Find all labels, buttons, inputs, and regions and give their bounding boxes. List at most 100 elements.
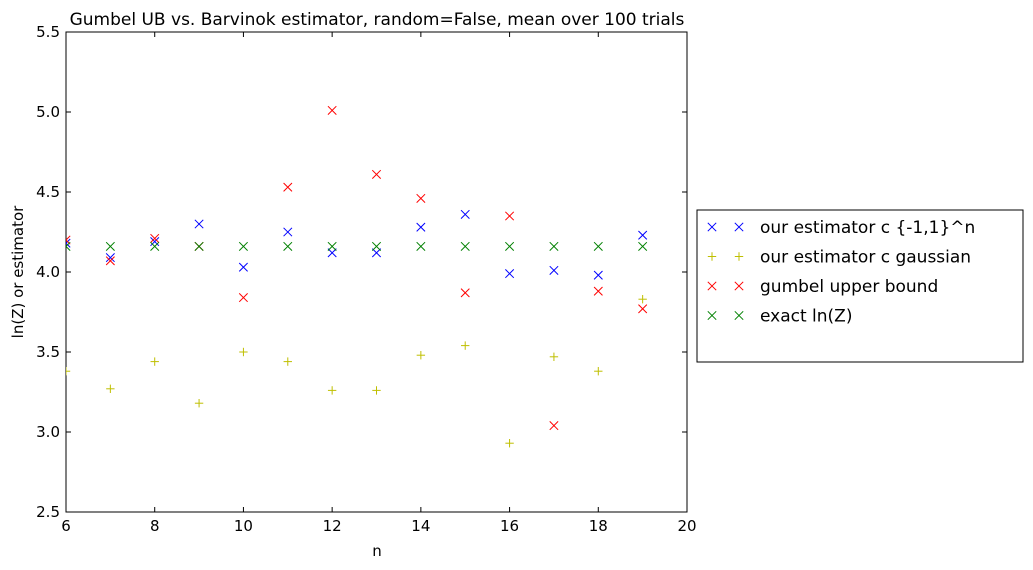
marker-stroke [238, 293, 248, 303]
marker-stroke [66, 242, 71, 248]
data-point-series-4 [327, 241, 337, 251]
marker-stroke [460, 209, 470, 219]
legend-label: exact ln(Z) [760, 307, 852, 327]
data-point-series-2 [638, 295, 647, 304]
marker-stroke [416, 222, 426, 232]
data-point-series-4 [460, 241, 470, 251]
marker-stroke [460, 241, 470, 251]
legend-box [696, 209, 1024, 363]
marker-stroke [593, 241, 603, 251]
marker-stroke [638, 304, 648, 314]
marker-stroke [194, 241, 204, 251]
data-point-series-2 [106, 384, 115, 393]
marker-stroke [638, 241, 648, 251]
data-point-series-3 [105, 256, 115, 266]
marker-stroke [283, 182, 293, 192]
y-tick-label: 3.5 [36, 343, 60, 361]
x-tick-label: 18 [589, 517, 608, 535]
y-tick-label: 4.0 [36, 263, 60, 281]
data-point-series-3 [327, 105, 337, 115]
data-point-series-1 [150, 237, 160, 247]
x-tick-label: 16 [500, 517, 519, 535]
x-tick-label: 14 [411, 517, 430, 535]
marker-stroke [150, 233, 160, 243]
data-point-series-1 [638, 230, 648, 240]
data-point-series-4 [105, 241, 115, 251]
data-point-series-1 [371, 248, 382, 258]
marker-stroke [371, 241, 382, 251]
y-tick-label: 4.5 [36, 183, 60, 201]
data-point-series-2 [327, 386, 337, 395]
data-point-series-2 [239, 347, 248, 357]
marker-stroke [707, 310, 717, 321]
marker-stroke [194, 219, 204, 229]
data-point-series-4 [150, 241, 160, 251]
marker-stroke [105, 253, 115, 263]
data-point-series-4 [505, 241, 515, 251]
data-point-series-2 [549, 352, 559, 361]
data-point-series-3 [150, 233, 160, 243]
data-point-series-4 [549, 241, 559, 251]
data-point-series-4 [593, 241, 603, 251]
marker-stroke [66, 235, 71, 241]
legend-marker [734, 222, 744, 232]
marker-stroke [66, 245, 71, 251]
data-point-series-1 [283, 227, 293, 237]
marker-stroke [638, 230, 648, 240]
legend-marker [734, 252, 744, 261]
marker-stroke [549, 241, 559, 251]
x-axis-label: n [372, 542, 382, 560]
data-point-series-1 [66, 238, 71, 248]
data-point-series-3 [238, 293, 248, 303]
legend-marker [707, 252, 717, 261]
marker-stroke [505, 211, 515, 221]
data-point-series-4 [416, 241, 426, 251]
data-point-series-4 [238, 241, 248, 251]
data-point-series-1 [549, 265, 559, 275]
axes-frame [65, 31, 688, 513]
legend-marker [734, 281, 744, 291]
x-tick-label: 6 [61, 517, 71, 535]
x-tick-label: 8 [150, 517, 160, 535]
data-point-series-1 [505, 269, 515, 279]
legend-label: our estimator c gaussian [760, 248, 971, 268]
marker-stroke [593, 286, 603, 296]
data-point-series-2 [461, 341, 470, 350]
y-tick-label: 3.0 [36, 423, 60, 441]
x-tick-label: 20 [677, 517, 696, 535]
data-point-series-2 [150, 357, 159, 366]
data-point-series-3 [505, 211, 515, 221]
data-point-series-2 [372, 386, 381, 395]
marker-stroke [549, 421, 559, 431]
marker-stroke [371, 248, 382, 258]
marker-stroke [283, 227, 293, 237]
data-point-series-4 [283, 241, 293, 251]
marker-stroke [327, 248, 337, 258]
marker-stroke [105, 256, 115, 266]
x-tick-label: 10 [234, 517, 253, 535]
marker-stroke [505, 241, 515, 251]
data-point-series-3 [416, 193, 426, 203]
data-point-series-1 [460, 209, 470, 219]
marker-stroke [150, 241, 160, 251]
marker-stroke [734, 281, 744, 291]
y-tick-label: 2.5 [36, 503, 60, 521]
y-tick-label: 5.0 [36, 103, 60, 121]
y-tick-label: 5.5 [36, 23, 60, 41]
marker-stroke [327, 105, 337, 115]
data-point-series-1 [105, 253, 115, 263]
data-point-series-2 [66, 367, 71, 376]
marker-stroke [734, 222, 744, 232]
data-point-series-4 [66, 241, 71, 251]
marker-stroke [150, 237, 160, 247]
legend-marker [707, 310, 717, 321]
marker-stroke [66, 241, 71, 248]
marker-stroke [105, 241, 115, 251]
data-point-series-3 [66, 235, 71, 245]
data-point-series-1 [327, 248, 337, 258]
data-point-series-3 [460, 288, 470, 298]
data-point-series-3 [638, 304, 648, 314]
data-point-series-2 [416, 351, 426, 360]
marker-stroke [460, 288, 470, 298]
marker-stroke [238, 262, 248, 272]
